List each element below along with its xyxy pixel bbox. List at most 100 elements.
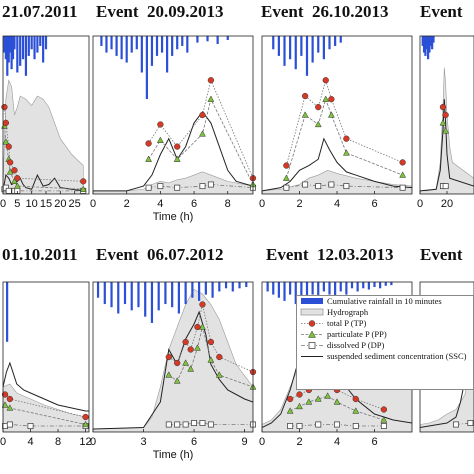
panel-7-rain-bar bbox=[277, 282, 280, 298]
panel-3-rain-bar bbox=[311, 36, 314, 63]
panel-2-dp-point bbox=[157, 183, 164, 190]
panel-1-tp-point bbox=[2, 119, 10, 127]
panel-7-pp-point bbox=[352, 407, 360, 414]
panel-6-pp-point bbox=[207, 356, 215, 363]
panel-2-pp-point bbox=[207, 95, 215, 102]
panel-7-dp-point bbox=[334, 421, 340, 428]
panel-2-dp-point bbox=[207, 181, 214, 188]
panel-4-rain-bar bbox=[421, 36, 424, 46]
panel-3-pp-point bbox=[399, 171, 407, 178]
panel-7-rain-bar bbox=[350, 282, 354, 289]
panel-6-x-tick-label: 3 bbox=[140, 436, 146, 448]
panel-6-dp-point bbox=[191, 420, 198, 426]
panel-5-rain-bar bbox=[6, 282, 9, 342]
panel-4-rain-bar bbox=[422, 36, 426, 53]
panel-4-dp-point bbox=[442, 183, 449, 190]
panel-2-tp-line bbox=[148, 78, 253, 179]
panel-6-rain-bar bbox=[231, 282, 234, 292]
panel-7-rain-bar bbox=[272, 282, 275, 295]
panel-2-rain-bar bbox=[135, 36, 138, 50]
panel-title-4: Event bbox=[420, 2, 463, 21]
panel-7-rain-bar bbox=[334, 282, 337, 298]
legend-ssc-symbol bbox=[301, 356, 323, 357]
panel-8-hydrograph-area bbox=[420, 349, 474, 432]
panel-1-rain-bar bbox=[4, 36, 7, 60]
legend-tp-label: total P (TP) bbox=[327, 318, 367, 328]
panel-1-tp-point bbox=[7, 159, 14, 166]
panel-2-tp-point bbox=[174, 143, 181, 150]
panel-2-rain-bar bbox=[110, 36, 113, 50]
panel-3-rain-bar bbox=[289, 36, 292, 60]
panel-3-pp-point bbox=[314, 120, 322, 128]
panel-6-dp-point bbox=[182, 421, 189, 428]
panel-2-rain-bar bbox=[186, 36, 189, 53]
panel-6-rain-bar bbox=[198, 282, 201, 301]
panel-6-x-tick-label: 9 bbox=[242, 436, 248, 448]
panel-2-rain-bar bbox=[145, 36, 148, 100]
panel-3-x-tick-label: 0 bbox=[259, 198, 265, 210]
panel-3-dp-point bbox=[399, 184, 406, 191]
panel-title-5: 01.10.2011 bbox=[2, 245, 78, 264]
legend-pp: particulate P (PP) bbox=[297, 329, 473, 340]
panel-4-pp-point bbox=[442, 127, 450, 134]
panel-6-x-tick-label: 6 bbox=[191, 436, 197, 448]
panel-5-hydrograph-area bbox=[3, 383, 89, 432]
panel-6-tp-point bbox=[182, 338, 189, 346]
panel-6-dp-point bbox=[207, 421, 214, 428]
legend-hydrograph-label: Hydrograph bbox=[327, 307, 369, 317]
panel-1-rain-bar bbox=[7, 36, 10, 63]
legend-dp: dissolved P (DP) bbox=[297, 340, 473, 351]
panel-4-ssc-line bbox=[420, 99, 474, 192]
panel-2-rain-bar bbox=[155, 36, 159, 56]
panel-6-tp-point bbox=[165, 353, 172, 361]
panel-7-rain-bar bbox=[373, 282, 376, 288]
panel-3-rain-bar bbox=[277, 36, 280, 56]
panel-7-x-tick-label: 0 bbox=[259, 436, 265, 448]
panel-6-tp-line bbox=[168, 304, 253, 373]
panel-7-dp-point bbox=[380, 423, 387, 429]
panel-2-tp-point bbox=[207, 77, 215, 84]
panel-3-x-tick-label: 4 bbox=[334, 198, 340, 210]
panel-3-pp-point bbox=[342, 149, 350, 156]
panel-6-tp-point bbox=[187, 346, 194, 353]
panel-4-rain-bar bbox=[427, 36, 430, 60]
panel-2-rain-bar bbox=[171, 36, 174, 56]
legend-rain: Cumulative rainfall in 10 minutes bbox=[297, 296, 473, 307]
panel-1-x-tick-label: 0 bbox=[0, 198, 6, 210]
panel-5-frame bbox=[2, 281, 90, 433]
legend-ssc: suspended sediment concentration (SSC) bbox=[297, 351, 473, 362]
panel-3-dp-point bbox=[343, 183, 350, 190]
panel-2-pp-point bbox=[145, 155, 152, 162]
panel-5-tp-point bbox=[6, 395, 14, 403]
panel-1-tp-point bbox=[80, 178, 87, 185]
panel-1-rain-bar bbox=[16, 36, 19, 73]
panel-3-rain-bar bbox=[272, 36, 275, 50]
panel-3-x-tick-label: 2 bbox=[296, 198, 302, 210]
panel-7-rain-bar bbox=[266, 282, 269, 292]
panel-2-rain-bar bbox=[181, 36, 184, 46]
panel-2-x-tick-label: 6 bbox=[191, 198, 197, 210]
panel-6-pp-point bbox=[199, 323, 206, 330]
panel-4-rain-bar bbox=[425, 36, 428, 50]
panel-3-rain-bar bbox=[322, 36, 325, 60]
panel-7-rain-bar bbox=[345, 282, 348, 295]
panel-2-pp-point bbox=[199, 130, 206, 137]
panel-1-hydrograph-area bbox=[3, 79, 84, 194]
panel-3-rain-bar bbox=[283, 36, 286, 66]
panel-3-pp-point bbox=[327, 111, 335, 118]
panel-1-rain-bar bbox=[36, 36, 39, 53]
panel-3-x-tick-label: 6 bbox=[371, 198, 377, 210]
panel-7-dp-point bbox=[352, 423, 359, 429]
panel-1-pp-point bbox=[79, 185, 87, 192]
panel-7-rain-bar bbox=[300, 282, 303, 298]
panel-4-pp-point bbox=[439, 119, 447, 126]
panel-7-pp-point bbox=[305, 398, 313, 405]
panel-1-x-tick-label: 15 bbox=[40, 198, 52, 210]
panel-1-tp-point bbox=[5, 143, 12, 150]
panel-1-rain-bar bbox=[13, 36, 16, 50]
panel-2-rain-bar bbox=[115, 36, 118, 56]
legend-hydrograph: Hydrograph bbox=[297, 307, 473, 318]
panel-5-ssc-line bbox=[3, 361, 89, 412]
panel-2-dp-point bbox=[145, 184, 152, 191]
